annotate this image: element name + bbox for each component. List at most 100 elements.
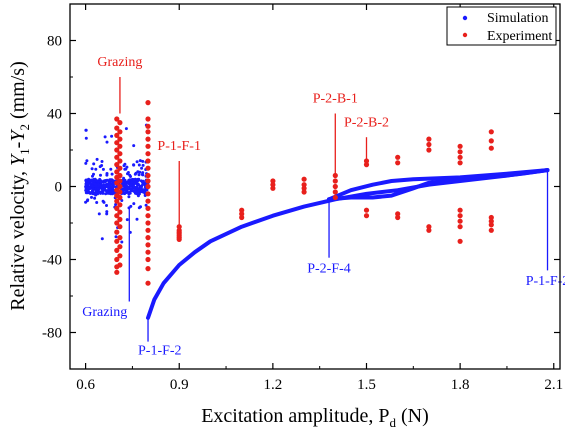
- experiment-point: [117, 194, 123, 201]
- simulation-point: [105, 173, 109, 177]
- simulation-point: [120, 240, 124, 244]
- simulation-point: [97, 212, 101, 216]
- experiment-point: [488, 129, 494, 135]
- experiment-point: [117, 253, 123, 259]
- experiment-point: [363, 207, 370, 213]
- experiment-point: [145, 116, 151, 122]
- experiment-point: [457, 207, 463, 213]
- experiment-point: [145, 183, 151, 190]
- simulation-point: [103, 135, 107, 139]
- simulation-point: [100, 160, 104, 163]
- experiment-point: [426, 136, 432, 142]
- simulation-point: [132, 182, 136, 186]
- experiment-point: [488, 218, 494, 224]
- simulation-point: [137, 177, 141, 181]
- experiment-point: [145, 280, 151, 286]
- experiment-point: [117, 136, 123, 142]
- simulation-point: [126, 171, 130, 174]
- experiment-point: [114, 154, 120, 160]
- x-tick-label: 0.6: [76, 377, 95, 393]
- experiment-point: [114, 169, 120, 175]
- axis-ticks: 0.6 0.9 1.2 1.5 1.8 2.1 -80 -40 0 40 80: [42, 4, 563, 393]
- experiment-point: [114, 269, 120, 275]
- simulation-point: [105, 212, 109, 216]
- annotation-label: P-2-B-1: [313, 92, 358, 107]
- y-axis-label: Relative velocity, Y1-Y2 (mm/s): [7, 61, 32, 310]
- simulation-point: [85, 182, 89, 186]
- experiment-point: [114, 198, 120, 204]
- simulation-point: [127, 178, 131, 182]
- experiment-point: [426, 227, 432, 233]
- simulation-point: [110, 172, 114, 176]
- simulation-point: [135, 160, 139, 164]
- simulation-point: [99, 180, 102, 184]
- experiment-point: [114, 213, 120, 219]
- experiment-point: [117, 165, 123, 171]
- simulation-branch-lower: [327, 168, 550, 202]
- x-tick-label: 1.8: [451, 377, 470, 393]
- simulation-point: [123, 191, 127, 195]
- simulation-point: [94, 167, 98, 171]
- x-tick-label: 1.5: [357, 377, 376, 393]
- experiment-point: [114, 229, 120, 235]
- simulation-point: [124, 182, 128, 186]
- experiment-point: [114, 162, 120, 168]
- simulation-point: [97, 187, 101, 191]
- simulation-point: [114, 235, 118, 239]
- experiment-point: [270, 182, 276, 188]
- simulation-point: [101, 167, 105, 171]
- experiment-point: [457, 224, 463, 230]
- simulation-point: [104, 192, 108, 196]
- experiment-point: [117, 189, 123, 195]
- experiment-point: [426, 147, 432, 153]
- simulation-point: [144, 203, 148, 207]
- simulation-point: [132, 202, 136, 206]
- experiment-point: [114, 238, 120, 244]
- experiment-point: [145, 100, 151, 106]
- experiment-point: [145, 227, 151, 233]
- simulation-point: [135, 192, 139, 196]
- experiment-point: [117, 224, 123, 230]
- experiment-point: [488, 222, 494, 228]
- simulation-point: [84, 161, 88, 165]
- experiment-point: [117, 209, 123, 215]
- experiment-point: [145, 242, 151, 248]
- experiment-point: [114, 256, 120, 263]
- simulation-point: [86, 198, 90, 202]
- experiment-point: [117, 183, 123, 190]
- experiment-point: [145, 143, 151, 149]
- legend-label-simulation: Simulation: [487, 11, 548, 26]
- simulation-point: [142, 190, 146, 194]
- experiment-point: [145, 213, 151, 219]
- simulation-point: [133, 172, 137, 176]
- experiment-point: [488, 214, 494, 221]
- simulation-point: [122, 164, 126, 168]
- simulation-point: [99, 173, 102, 177]
- annotation-label: P-1-F-1: [157, 139, 201, 154]
- experiment-point: [332, 194, 338, 201]
- simulation-point: [124, 127, 128, 131]
- simulation-point: [90, 179, 94, 183]
- experiment-point: [114, 220, 120, 226]
- simulation-point: [103, 184, 107, 188]
- x-tick-label: 1.2: [263, 377, 282, 393]
- experiment-point: [270, 178, 276, 184]
- experiment-point: [145, 205, 151, 211]
- simulation-point: [132, 189, 136, 193]
- simulation-point: [137, 173, 141, 177]
- experiment-point: [145, 172, 151, 179]
- experiment-point: [117, 158, 123, 164]
- legend-marker-simulation: [462, 15, 468, 21]
- experiment-point: [395, 160, 401, 166]
- experiment-point: [145, 178, 151, 184]
- experiment-point: [145, 220, 151, 226]
- experiment-point: [114, 132, 120, 138]
- simulation-point: [97, 183, 101, 187]
- simulation-point: [95, 179, 99, 183]
- legend-label-experiment: Experiment: [487, 29, 552, 44]
- legend-marker-experiment: [462, 32, 468, 38]
- simulation-point: [88, 179, 92, 183]
- simulation-point: [100, 237, 104, 241]
- experiment-point: [145, 256, 151, 263]
- experiment-point: [145, 235, 151, 241]
